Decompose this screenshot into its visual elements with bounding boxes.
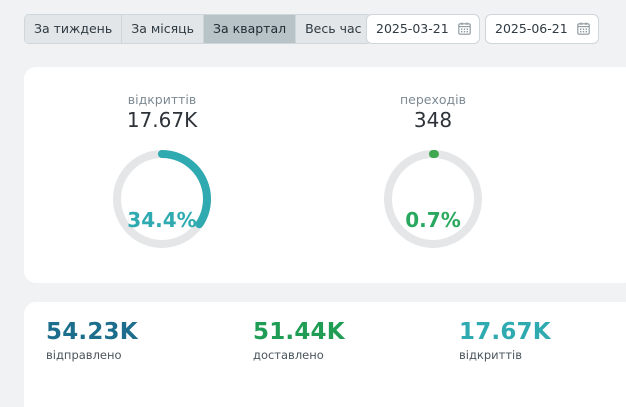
period-tab-group: За тиждень За місяць За квартал Весь час bbox=[24, 14, 372, 44]
date-to-value: 2025-06-21 bbox=[495, 21, 568, 36]
calendar-icon[interactable] bbox=[458, 22, 471, 35]
clicks-gauge-value: 348 bbox=[413, 108, 453, 132]
date-to-field[interactable]: 2025-06-21 bbox=[485, 14, 599, 44]
opens-gauge-label: відкриттів bbox=[127, 92, 197, 107]
stat-delivered-caption: доставлено bbox=[253, 348, 324, 362]
clicks-gauge-label: переходів bbox=[399, 92, 466, 107]
stat-sent: 54.23K відправлено bbox=[46, 319, 138, 362]
tab-quarter[interactable]: За квартал bbox=[204, 15, 297, 43]
opens-gauge: відкриттів 17.67K 34.4% bbox=[102, 92, 222, 248]
date-from-value: 2025-03-21 bbox=[376, 21, 449, 36]
stat-delivered: 51.44K доставлено bbox=[253, 319, 345, 362]
tab-all-time[interactable]: Весь час bbox=[296, 15, 371, 43]
opens-gauge-value: 17.67K bbox=[126, 108, 198, 132]
opens-ring bbox=[113, 150, 211, 248]
period-selector: За тиждень За місяць За квартал Весь час bbox=[24, 14, 372, 44]
clicks-gauge-percent: 0.7% bbox=[405, 208, 461, 232]
tab-week[interactable]: За тиждень bbox=[25, 15, 123, 43]
stat-opens-value: 17.67K bbox=[459, 319, 551, 345]
stat-sent-value: 54.23K bbox=[46, 319, 138, 345]
opens-gauge-percent: 34.4% bbox=[127, 208, 197, 232]
tab-month[interactable]: За місяць bbox=[122, 15, 205, 43]
clicks-ring-arc bbox=[384, 150, 482, 248]
stat-opens-caption: відкриттів bbox=[459, 348, 523, 362]
totals-card bbox=[24, 302, 626, 407]
opens-ring-arc bbox=[113, 150, 211, 248]
clicks-ring bbox=[384, 150, 482, 248]
clicks-gauge: переходів 348 0.7% bbox=[373, 92, 493, 248]
stat-opens: 17.67K відкриттів bbox=[459, 319, 551, 362]
stat-delivered-value: 51.44K bbox=[253, 319, 345, 345]
calendar-icon[interactable] bbox=[577, 22, 590, 35]
stat-sent-caption: відправлено bbox=[46, 348, 122, 362]
date-from-field[interactable]: 2025-03-21 bbox=[366, 14, 480, 44]
